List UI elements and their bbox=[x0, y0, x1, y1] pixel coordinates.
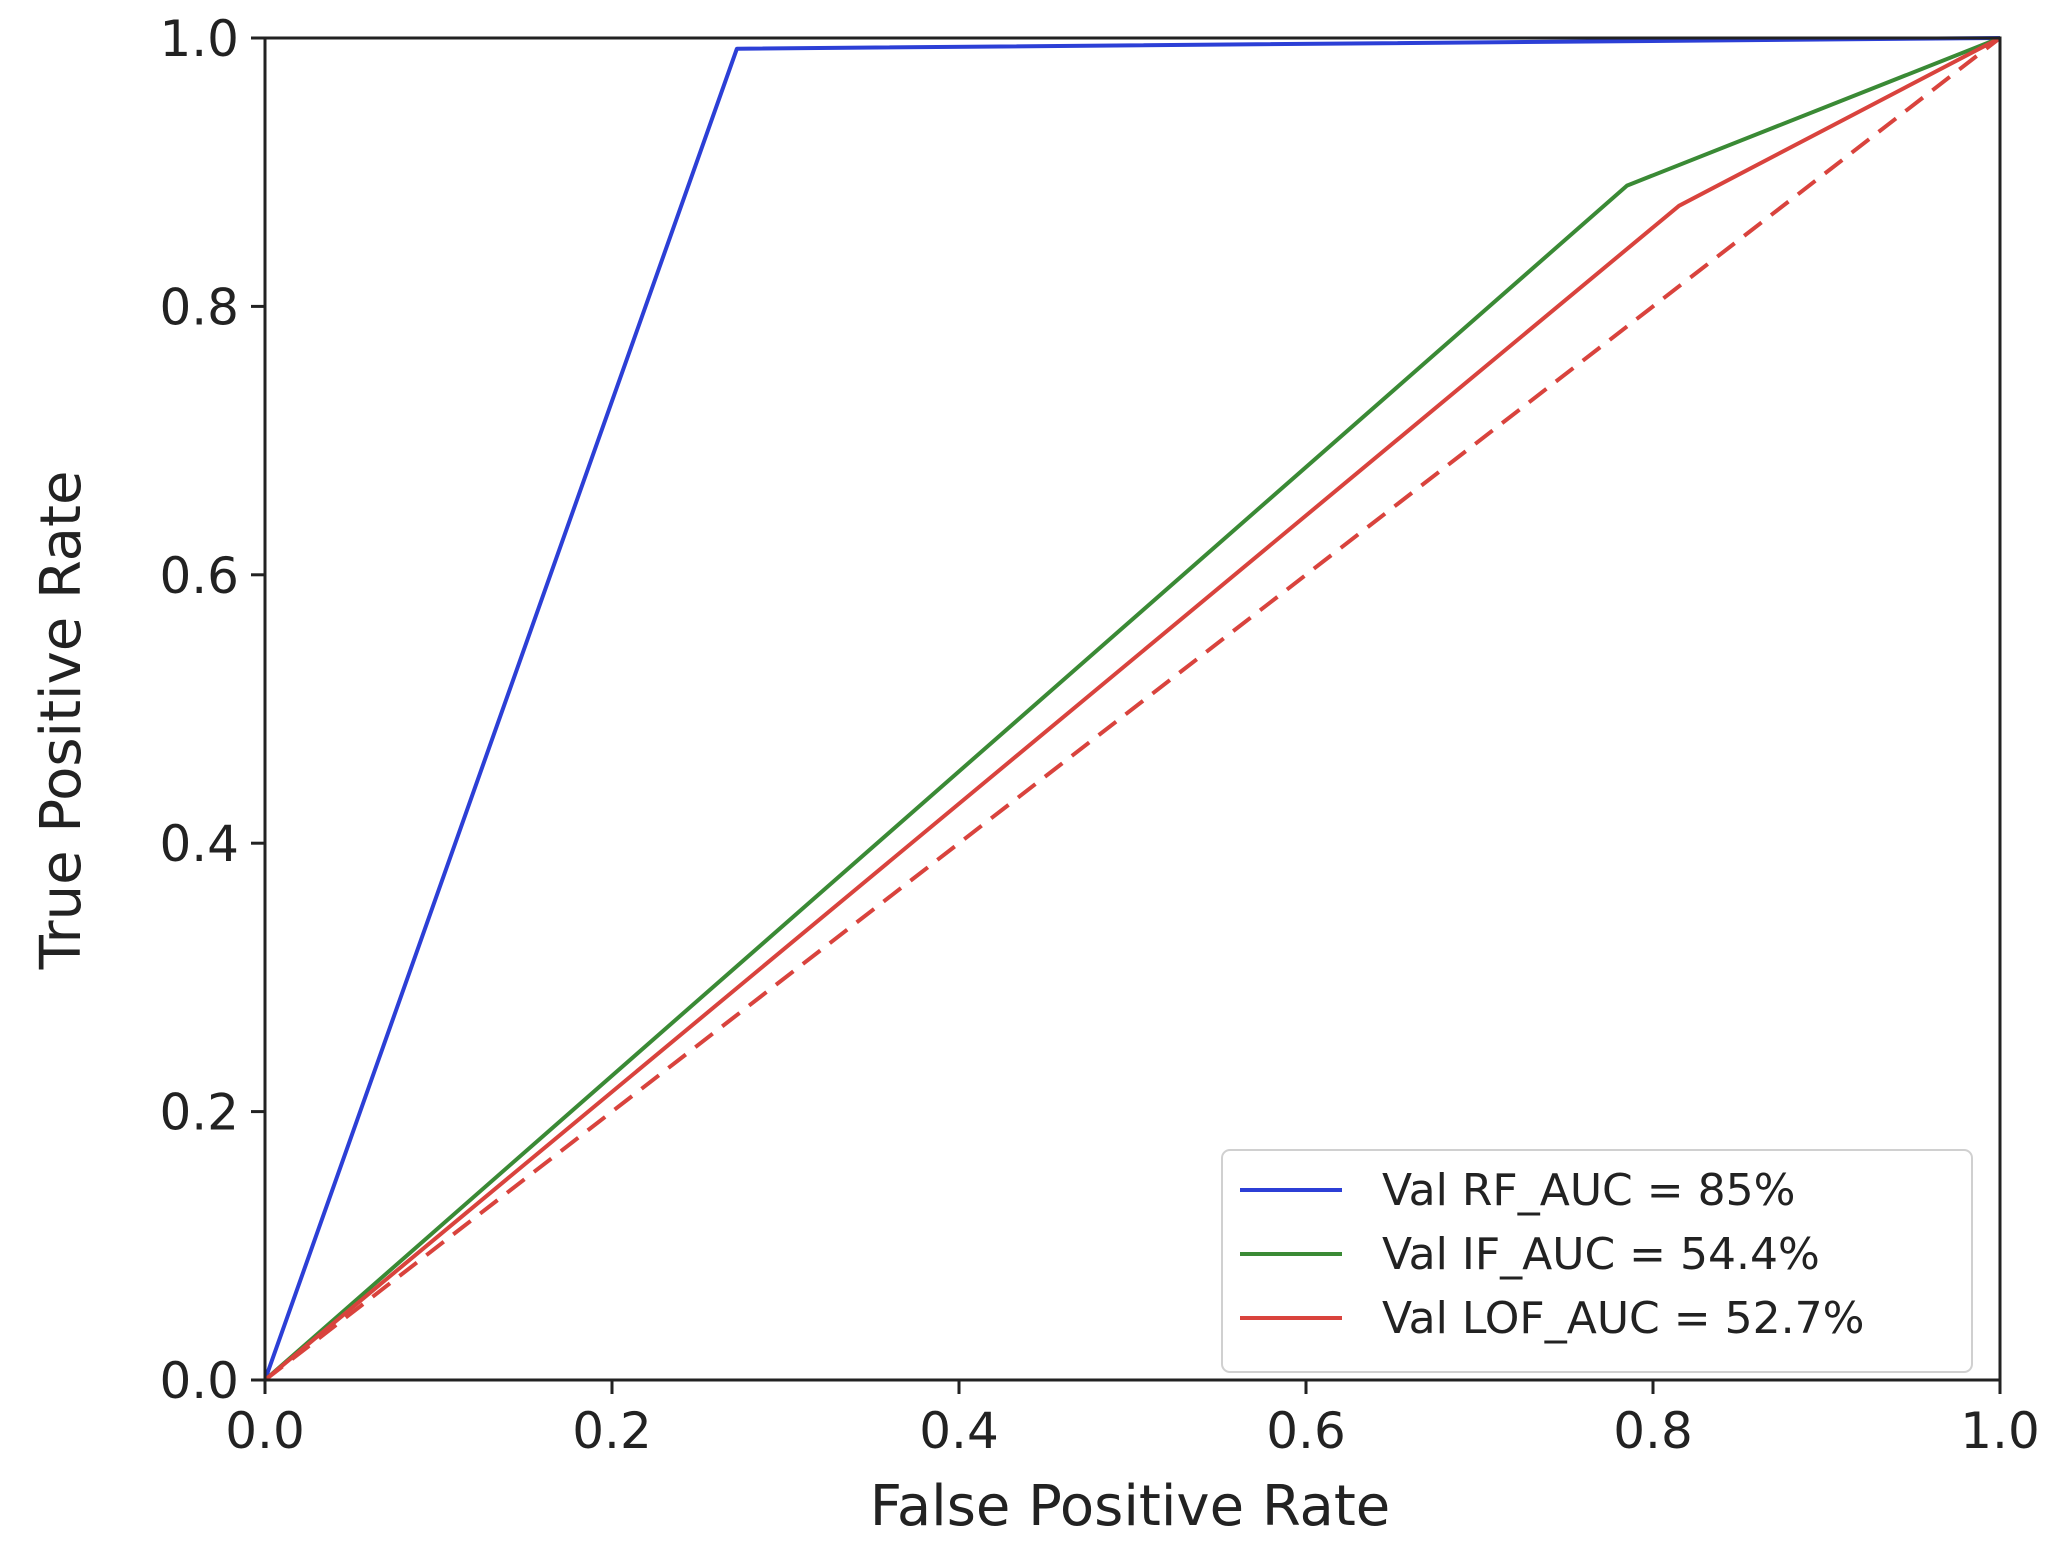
plot-frame bbox=[263, 36, 2002, 1382]
x-tick-label: 0.6 bbox=[1266, 1402, 1346, 1460]
legend-box bbox=[1221, 1149, 1973, 1373]
y-tick-label: 0.4 bbox=[159, 815, 239, 873]
legend-label: Val RF_AUC = 85% bbox=[1382, 1165, 1795, 1216]
reference-diagonal-line bbox=[263, 36, 2002, 1382]
series-line-0 bbox=[263, 36, 2001, 1381]
x-tick-label: 0.8 bbox=[1613, 1402, 1693, 1460]
y-tick-label: 0.0 bbox=[159, 1352, 239, 1410]
y-axis-title: True Positive Rate bbox=[29, 471, 94, 971]
legend-label: Val LOF_AUC = 52.7% bbox=[1382, 1293, 1864, 1344]
series-line-2 bbox=[263, 36, 2001, 1382]
lines-layer bbox=[263, 36, 2002, 1382]
y-tick-label: 0.8 bbox=[159, 278, 239, 336]
series-line-1 bbox=[263, 36, 2001, 1382]
y-tick-label: 0.2 bbox=[159, 1084, 239, 1142]
x-axis-title: False Positive Rate bbox=[870, 1474, 1390, 1539]
legend-label: Val IF_AUC = 54.4% bbox=[1382, 1229, 1820, 1280]
x-tick-label: 0.0 bbox=[225, 1402, 305, 1460]
x-tick-label: 1.0 bbox=[1960, 1402, 2040, 1460]
x-tick-label: 0.2 bbox=[572, 1402, 652, 1460]
y-tick-label: 1.0 bbox=[159, 10, 239, 68]
x-tick-label: 0.4 bbox=[919, 1402, 999, 1460]
y-tick-label: 0.6 bbox=[159, 547, 239, 605]
legend: Val RF_AUC = 85% Val IF_AUC = 54.4% Val LO… bbox=[1221, 1149, 1973, 1373]
ticks-layer: 0.0 0.2 0.4 0.6 0.8 1.0 0.0 0.2 0.4 0.6 0.8 1.0 bbox=[159, 10, 2039, 1460]
frame-layer bbox=[263, 36, 2002, 1382]
